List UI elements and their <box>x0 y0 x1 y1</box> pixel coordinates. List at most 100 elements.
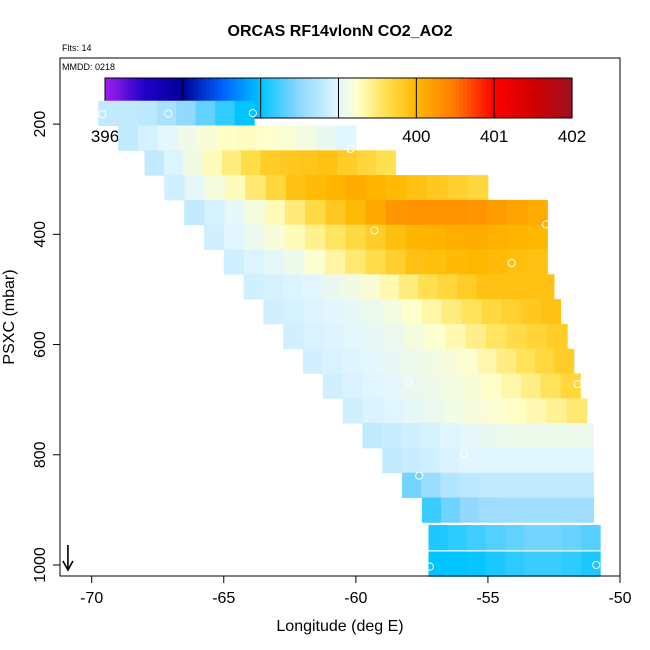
colorbar-segment <box>182 78 188 118</box>
heatmap-cell <box>566 398 588 424</box>
colorbar-segment <box>447 78 452 118</box>
heatmap-cell <box>464 398 486 424</box>
heatmap-cell <box>144 150 165 176</box>
colorbar-segment <box>330 78 336 118</box>
colorbar-segment <box>498 78 503 118</box>
y-tick-label: 400 <box>32 221 49 248</box>
colorbar-segment <box>490 78 495 118</box>
heatmap-cell <box>461 299 482 325</box>
heatmap-cell <box>262 274 283 300</box>
heatmap-cell <box>461 373 482 399</box>
heatmap-cell <box>574 472 595 498</box>
heatmap-cell <box>382 299 403 325</box>
flight-point <box>573 380 582 389</box>
heatmap-cell <box>421 299 443 325</box>
heatmap-cell <box>322 348 343 374</box>
colorbar-segment <box>167 78 172 118</box>
heatmap-cell <box>364 323 386 350</box>
colorbar-segment <box>521 78 526 118</box>
heatmap-cell <box>486 224 508 250</box>
heatmap-cell <box>386 175 408 201</box>
colorbar-segment <box>564 78 569 118</box>
heatmap-cell <box>479 497 499 523</box>
heatmap-cell <box>244 224 266 250</box>
colorbar-segment <box>175 78 180 118</box>
heatmap-cell <box>562 525 582 551</box>
colorbar-segment <box>194 78 199 118</box>
heatmap-cell <box>458 423 479 449</box>
colorbar-segment <box>412 78 417 118</box>
colorbar-segment <box>377 78 382 118</box>
colorbar-segment <box>241 78 246 118</box>
colorbar-segment <box>105 78 110 118</box>
heatmap-cell <box>202 150 223 176</box>
heatmap-cell <box>303 299 324 325</box>
colorbar-segment <box>120 78 126 118</box>
colorbar-segment <box>361 78 367 118</box>
x-tick-label: -60 <box>344 590 367 607</box>
colorbar-segment <box>252 78 258 118</box>
heatmap-cell <box>204 199 226 226</box>
heatmap-cell <box>497 447 518 474</box>
heatmap-cell <box>303 348 323 374</box>
colorbar-segment <box>373 78 379 118</box>
colorbar-segment <box>159 78 164 118</box>
heatmap-cell <box>478 447 499 474</box>
colorbar-segment <box>529 78 534 118</box>
colorbar-segment <box>198 78 203 118</box>
colorbar-segment <box>256 78 262 118</box>
heatmap-cell <box>466 199 488 226</box>
heatmap-cell <box>365 224 387 250</box>
colorbar-segment <box>245 78 250 118</box>
heatmap-cell <box>501 299 522 325</box>
heatmap-cell <box>385 199 407 226</box>
colorbar-tick-label: 400 <box>402 127 430 146</box>
heatmap-cell <box>342 373 363 399</box>
heatmap-cell <box>385 249 407 275</box>
heatmap-cell <box>540 373 562 399</box>
heatmap-cell <box>516 423 537 449</box>
flight-point <box>415 471 424 480</box>
heatmap-cell <box>465 323 487 350</box>
heatmap-cell <box>285 199 306 226</box>
heatmap-cell <box>245 175 266 201</box>
heatmap-cell <box>195 100 216 127</box>
flight-point <box>425 562 434 571</box>
colorbar-segment <box>443 78 449 118</box>
heatmap-cell <box>425 323 446 350</box>
colorbar-segment <box>342 78 347 118</box>
colorbar-segment <box>428 78 433 118</box>
colorbar-segment <box>568 78 573 118</box>
heatmap-cell <box>342 398 364 424</box>
heatmap-cell <box>234 100 255 127</box>
colorbar-segment <box>536 78 542 118</box>
heatmap-cell <box>426 199 447 226</box>
heatmap-cell <box>445 323 467 350</box>
heatmap-cell <box>223 249 245 275</box>
colorbar-segment <box>392 78 398 118</box>
colorbar-segment <box>108 78 114 118</box>
heatmap-cell <box>215 100 236 127</box>
heatmap-cell <box>243 249 265 275</box>
colorbar-segment <box>229 78 235 118</box>
heatmap-cell <box>243 274 264 300</box>
heatmap-cell <box>485 525 506 551</box>
colorbar-segment <box>206 78 211 118</box>
heatmap-cell <box>424 398 445 424</box>
heatmap-cell <box>527 224 548 250</box>
heatmap-cell <box>540 299 562 325</box>
x-tick-label: -65 <box>212 590 235 607</box>
heatmap-cell <box>446 249 467 275</box>
colorbar-segment <box>544 78 550 118</box>
x-tick-label: -50 <box>608 590 631 607</box>
heatmap-cell <box>527 249 548 275</box>
heatmap-cell <box>382 373 403 399</box>
colorbar-segment <box>533 78 538 118</box>
heatmap-cell <box>236 125 258 151</box>
heatmap-cell <box>505 398 527 424</box>
colorbar-segment <box>400 78 406 118</box>
heatmap-cell <box>426 224 447 250</box>
heatmap-cell <box>516 472 537 498</box>
heatmap-cell <box>527 199 548 226</box>
